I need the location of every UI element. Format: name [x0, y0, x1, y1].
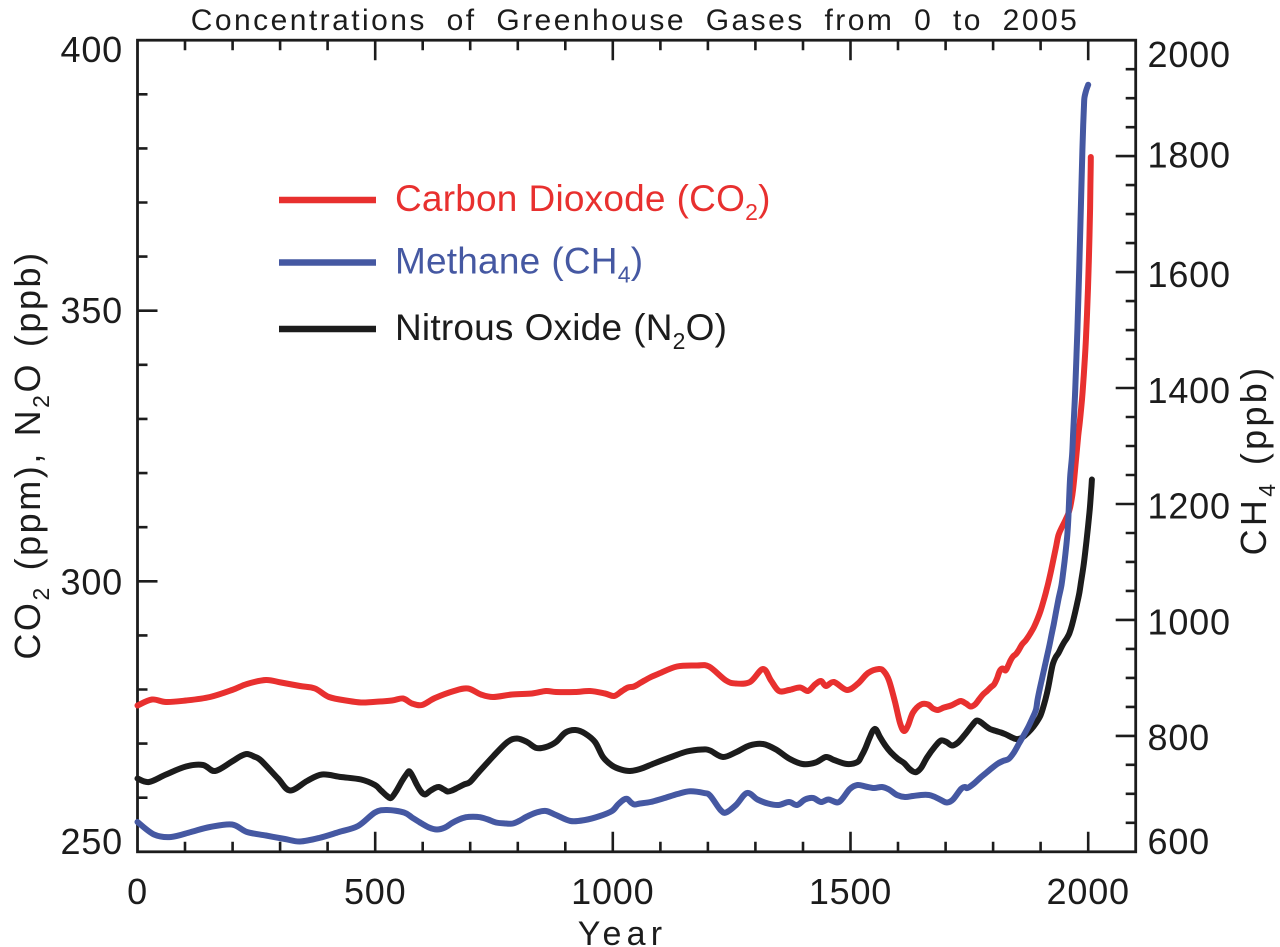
svg-text:300: 300 [61, 562, 123, 603]
svg-text:400: 400 [61, 29, 123, 70]
svg-text:500: 500 [344, 871, 406, 912]
svg-text:350: 350 [61, 290, 123, 331]
svg-text:0: 0 [127, 871, 148, 912]
svg-text:1800: 1800 [1148, 135, 1231, 176]
svg-text:1200: 1200 [1148, 485, 1231, 526]
svg-text:2000: 2000 [1148, 34, 1231, 75]
svg-text:1500: 1500 [809, 871, 892, 912]
svg-text:Methane (CH4): Methane (CH4) [395, 241, 643, 288]
svg-text:1600: 1600 [1148, 254, 1231, 295]
svg-text:Concentrations of Greenhouse G: Concentrations of Greenhouse Gases from … [191, 4, 1079, 37]
svg-text:1000: 1000 [1148, 602, 1231, 643]
svg-text:800: 800 [1148, 717, 1210, 758]
svg-text:1400: 1400 [1148, 370, 1231, 411]
svg-text:Carbon Dioxode (CO2): Carbon Dioxode (CO2) [395, 178, 771, 225]
svg-text:250: 250 [61, 821, 123, 862]
svg-text:2000: 2000 [1047, 871, 1130, 912]
svg-text:600: 600 [1148, 821, 1210, 862]
svg-text:CH4 (ppb): CH4 (ppb) [1233, 365, 1280, 556]
svg-text:Year: Year [578, 915, 668, 947]
svg-text:1000: 1000 [571, 871, 654, 912]
svg-text:Nitrous Oxide (N2O): Nitrous Oxide (N2O) [395, 307, 727, 354]
